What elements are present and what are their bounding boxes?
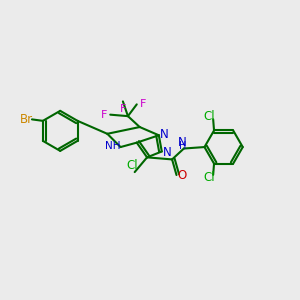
Text: NH: NH xyxy=(105,141,121,151)
Text: N: N xyxy=(160,128,168,141)
Text: Cl: Cl xyxy=(203,110,214,123)
Text: F: F xyxy=(140,99,146,110)
Text: N: N xyxy=(162,146,171,159)
Text: N: N xyxy=(178,136,187,148)
Text: O: O xyxy=(177,169,186,182)
Text: H: H xyxy=(179,141,186,151)
Text: Cl: Cl xyxy=(127,159,138,172)
Text: Br: Br xyxy=(20,113,33,126)
Text: Cl: Cl xyxy=(203,171,214,184)
Text: F: F xyxy=(120,104,126,114)
Text: F: F xyxy=(100,110,107,120)
